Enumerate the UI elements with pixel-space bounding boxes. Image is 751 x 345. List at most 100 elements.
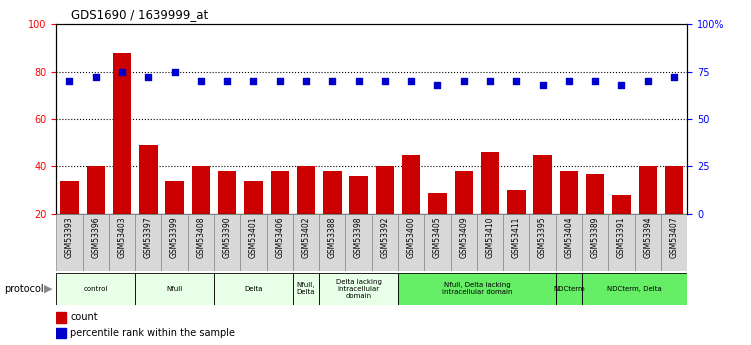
Bar [86,166,105,262]
Point [143,75,155,80]
Bar [635,214,661,271]
Bar [113,52,131,262]
Point [90,75,102,80]
Text: GSM53390: GSM53390 [223,217,231,258]
Bar [56,312,66,323]
Bar [503,214,529,271]
Bar [586,174,605,262]
Bar [56,214,83,271]
Bar [319,273,398,305]
Text: GSM53398: GSM53398 [354,217,363,258]
Text: GSM53401: GSM53401 [249,217,258,258]
Bar [398,273,556,305]
Text: GSM53389: GSM53389 [591,217,599,258]
Text: GSM53407: GSM53407 [670,217,678,258]
Bar [240,214,267,271]
Bar [56,273,135,305]
Bar [267,214,293,271]
Bar [188,214,214,271]
Text: Nfull: Nfull [167,286,182,292]
Text: protocol: protocol [4,284,44,294]
Text: GSM53397: GSM53397 [144,217,152,258]
Point [590,78,602,84]
Point [64,78,75,84]
Bar [481,152,499,262]
Bar [135,273,214,305]
Text: GSM53395: GSM53395 [538,217,547,258]
Bar [665,166,683,262]
Point [274,78,286,84]
Bar [529,214,556,271]
Text: NDCterm: NDCterm [553,286,585,292]
Bar [661,214,687,271]
Point [457,78,470,84]
Text: GSM53399: GSM53399 [170,217,179,258]
Text: GSM53409: GSM53409 [460,217,468,258]
Bar [161,214,188,271]
Point [616,82,628,88]
Bar [424,214,451,271]
Bar [192,166,210,262]
Text: count: count [70,312,98,322]
Bar [507,190,526,262]
Bar [293,214,319,271]
Bar [556,273,582,305]
Bar [477,214,503,271]
Text: Nfull,
Delta: Nfull, Delta [297,283,315,295]
Text: GDS1690 / 1639999_at: GDS1690 / 1639999_at [71,8,209,21]
Bar [428,193,447,262]
Point [169,69,181,74]
Bar [454,171,473,262]
Bar [323,171,342,262]
Bar [319,214,345,271]
Point [431,82,443,88]
Bar [293,273,319,305]
Point [641,78,653,84]
Bar [349,176,368,262]
Point [668,75,680,80]
Bar [398,214,424,271]
Text: GSM53392: GSM53392 [381,217,389,258]
Text: control: control [83,286,108,292]
Bar [135,214,161,271]
Text: GSM53405: GSM53405 [433,217,442,258]
Bar [559,171,578,262]
Text: GSM53403: GSM53403 [118,217,126,258]
Bar [244,181,263,262]
Bar [372,214,398,271]
Point [116,69,128,74]
Text: GSM53404: GSM53404 [565,217,573,258]
Bar [297,166,315,262]
Bar [109,214,135,271]
Point [353,78,365,84]
Text: GSM53393: GSM53393 [65,217,74,258]
Point [300,78,312,84]
Bar [612,195,631,262]
Point [195,78,207,84]
Bar [608,214,635,271]
Bar [214,214,240,271]
Bar [451,214,477,271]
Point [379,78,391,84]
Text: GSM53394: GSM53394 [644,217,652,258]
Bar [270,171,289,262]
Point [536,82,548,88]
Text: Nfull, Delta lacking
intracellular domain: Nfull, Delta lacking intracellular domai… [442,283,512,295]
Bar [582,214,608,271]
Text: GSM53408: GSM53408 [197,217,205,258]
Bar [218,171,237,262]
Bar [402,155,421,262]
Text: GSM53400: GSM53400 [407,217,415,258]
Point [563,78,575,84]
Text: GSM53391: GSM53391 [617,217,626,258]
Bar [533,155,552,262]
Point [406,78,418,84]
Text: GSM53396: GSM53396 [92,217,100,258]
Bar [165,181,184,262]
Bar [556,214,582,271]
Bar [345,214,372,271]
Text: Delta lacking
intracellular
domain: Delta lacking intracellular domain [336,279,382,299]
Point [248,78,260,84]
Point [222,78,234,84]
Text: GSM53411: GSM53411 [512,217,520,258]
